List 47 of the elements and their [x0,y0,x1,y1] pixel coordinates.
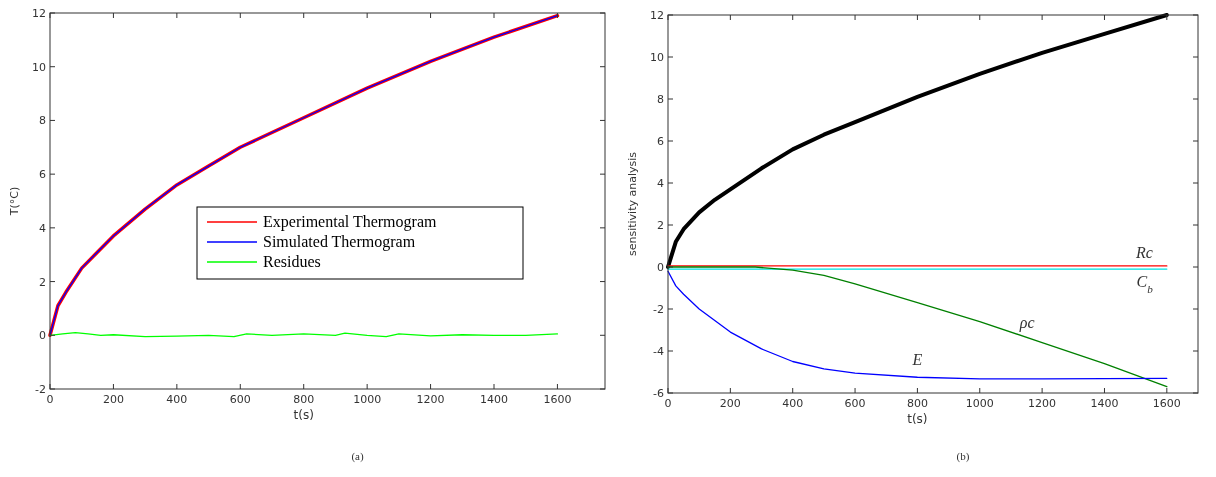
series-label: E [911,351,923,369]
x-tick-label: 1200 [416,393,445,406]
text: (a) [351,450,364,463]
series-label: ρc [1018,313,1035,332]
y-tick-label: -2 [35,383,46,396]
x-tick-label: 1600 [1152,397,1181,410]
text: (b) [956,450,970,463]
x-tick-label: 1000 [965,397,994,410]
y-axis-title: T(°C) [8,186,21,217]
y-tick-label: 8 [657,93,664,106]
legend-label: Residues [263,253,321,270]
x-tick-label: 800 [906,397,928,410]
legend-label: Experimental Thermogram [263,213,437,231]
y-axis-title: sensitivity analysis [626,151,639,257]
y-tick-label: 12 [32,7,46,20]
x-tick-label: 1200 [1028,397,1057,410]
y-tick-label: 0 [657,261,664,274]
y-tick-label: 6 [39,168,46,182]
y-tick-label: 6 [657,135,664,148]
y-tick-label: 4 [39,221,46,235]
series-label: Rc [1134,243,1153,261]
x-axis-title: t(s) [907,412,928,426]
x-tick-label: 1000 [353,393,382,406]
x-tick-label: 800 [293,393,315,406]
series-label: C$_{b}$ [1136,273,1154,296]
y-tick-label: -2 [653,303,664,316]
x-tick-label: 1400 [1090,397,1119,410]
x-tick-label: 600 [844,397,866,410]
x-tick-label: 200 [102,393,124,406]
y-tick-label: 12 [650,9,664,22]
y-tick-label: 0 [39,329,46,343]
y-tick-label: 4 [657,177,664,190]
y-tick-label: 8 [39,114,46,128]
x-tick-label: 400 [782,397,804,410]
y-tick-label: 2 [657,219,664,232]
y-tick-label: -6 [653,387,664,400]
x-axis-title: t(s) [293,408,314,422]
y-tick-label: 2 [39,275,46,289]
x-tick-label: 400 [166,393,188,406]
y-tick-label: 10 [650,51,664,64]
x-tick-label: 200 [719,397,741,410]
x-tick-label: 600 [229,393,251,406]
legend-label: Simulated Thermogram [263,233,416,251]
y-tick-label: -4 [653,345,664,358]
x-tick-label: 1400 [480,393,508,406]
x-tick-label: 1600 [543,393,572,406]
y-tick-label: 10 [32,60,46,74]
